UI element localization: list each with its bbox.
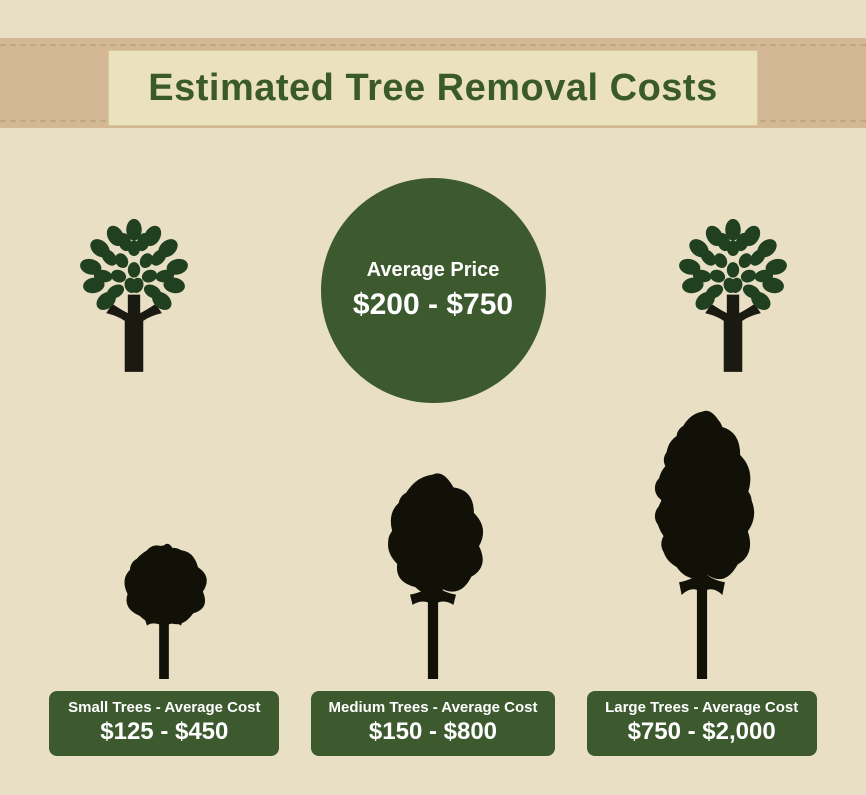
large-tree-icon [622, 399, 782, 679]
medium-cost-badge: Medium Trees - Average Cost $150 - $800 [311, 691, 556, 756]
average-price-label: Average Price [367, 259, 500, 282]
medium-tree-icon [358, 449, 508, 679]
large-cost-label: Large Trees - Average Cost [605, 699, 799, 716]
medium-cost-label: Medium Trees - Average Cost [329, 699, 538, 716]
page-title: Estimated Tree Removal Costs [148, 67, 717, 110]
small-tree-column: Small Trees - Average Cost $125 - $450 [39, 509, 289, 756]
title-box: Estimated Tree Removal Costs [108, 50, 758, 126]
average-price-value: $200 - $750 [353, 288, 513, 322]
small-cost-label: Small Trees - Average Cost [67, 699, 261, 716]
medium-cost-price: $150 - $800 [329, 718, 538, 746]
decorative-tree-icon [54, 205, 214, 375]
large-cost-price: $750 - $2,000 [605, 718, 799, 746]
small-tree-icon [99, 509, 229, 679]
large-tree-column: Large Trees - Average Cost $750 - $2,000 [577, 399, 827, 756]
medium-tree-column: Medium Trees - Average Cost $150 - $800 [308, 449, 558, 756]
small-cost-price: $125 - $450 [67, 718, 261, 746]
large-cost-badge: Large Trees - Average Cost $750 - $2,000 [587, 691, 817, 756]
small-cost-badge: Small Trees - Average Cost $125 - $450 [49, 691, 279, 756]
average-price-circle: Average Price $200 - $750 [321, 178, 546, 403]
size-row: Small Trees - Average Cost $125 - $450 M… [0, 400, 866, 780]
top-row: Average Price $200 - $750 [0, 180, 866, 400]
decorative-tree-icon [653, 205, 813, 375]
